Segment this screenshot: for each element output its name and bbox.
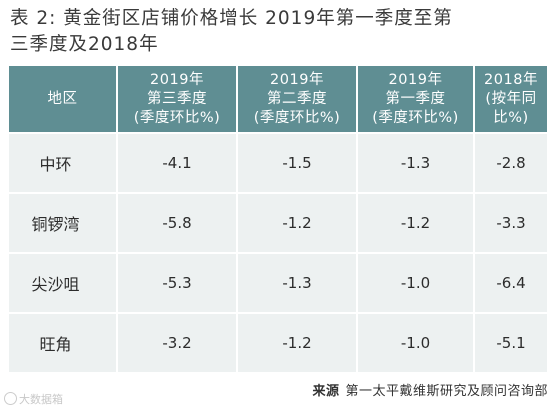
value-cell: -1.2 [236,312,356,372]
header-2018-yoy: 2018年 (按年同 比%) [473,66,547,132]
header-2019-q3: 2019年 第三季度 (季度环比%) [116,66,236,132]
header-line: (季度环比%) [372,109,459,126]
header-region: 地区 [9,66,116,132]
header-line: 地区 [47,90,78,107]
price-growth-table: 地区 2019年 第三季度 (季度环比%) 2019年 第二季度 (季度环比%)… [9,66,547,372]
header-2019-q2: 2019年 第二季度 (季度环比%) [236,66,356,132]
header-line: 第三季度 [147,90,207,107]
value-cell: -1.0 [356,312,473,372]
value-cell: -1.2 [356,192,473,252]
header-line: (季度环比%) [133,109,221,126]
header-row: 地区 2019年 第三季度 (季度环比%) 2019年 第二季度 (季度环比%)… [9,66,547,132]
title-line-1: 表 2: 黄金街区店铺价格增长 2019年第一季度至第 [10,8,453,29]
header-line: 2019年 [388,71,443,88]
table-row: 尖沙咀 -5.3 -1.3 -1.0 -6.4 [9,252,547,312]
source-note: 来源 第一太平戴维斯研究及顾问咨询部 [312,380,548,399]
header-line: 2019年 [270,71,324,88]
value-cell: -1.0 [356,252,473,312]
source-label: 来源 [312,384,340,399]
value-cell: -4.1 [116,132,236,192]
header-line: 第二季度 [267,90,327,107]
value-cell: -1.3 [236,252,356,312]
value-cell: -5.8 [116,192,236,252]
region-cell: 铜锣湾 [9,192,116,252]
source-text: 第一太平戴维斯研究及顾问咨询部 [345,384,548,399]
value-cell: -1.2 [236,192,356,252]
header-line: (按年同 [485,90,537,107]
watermark-logo-icon [4,392,17,405]
title-line-2: 三季度及2018年 [10,34,159,55]
region-cell: 旺角 [9,312,116,372]
header-line: 2019年 [150,71,204,88]
table-title: 表 2: 黄金街区店铺价格增长 2019年第一季度至第 三季度及2018年 [10,6,550,58]
header-line: (季度环比%) [253,109,341,126]
value-cell: -2.8 [473,132,547,192]
value-cell: -3.2 [116,312,236,372]
watermark-text: 大数据箱 [19,393,63,406]
region-cell: 尖沙咀 [9,252,116,312]
header-2019-q1: 2019年 第一季度 (季度环比%) [356,66,473,132]
table-row: 中环 -4.1 -1.5 -1.3 -2.8 [9,132,547,192]
header-line: 2018年 [484,71,538,88]
value-cell: -5.1 [473,312,547,372]
region-cell: 中环 [9,132,116,192]
value-cell: -5.3 [116,252,236,312]
table-row: 旺角 -3.2 -1.2 -1.0 -5.1 [9,312,547,372]
header-line: 比%) [493,109,529,126]
value-cell: -1.5 [236,132,356,192]
value-cell: -6.4 [473,252,547,312]
table-row: 铜锣湾 -5.8 -1.2 -1.2 -3.3 [9,192,547,252]
value-cell: -1.3 [356,132,473,192]
value-cell: -3.3 [473,192,547,252]
watermark: 大数据箱 [4,391,63,407]
header-line: 第一季度 [385,90,446,107]
